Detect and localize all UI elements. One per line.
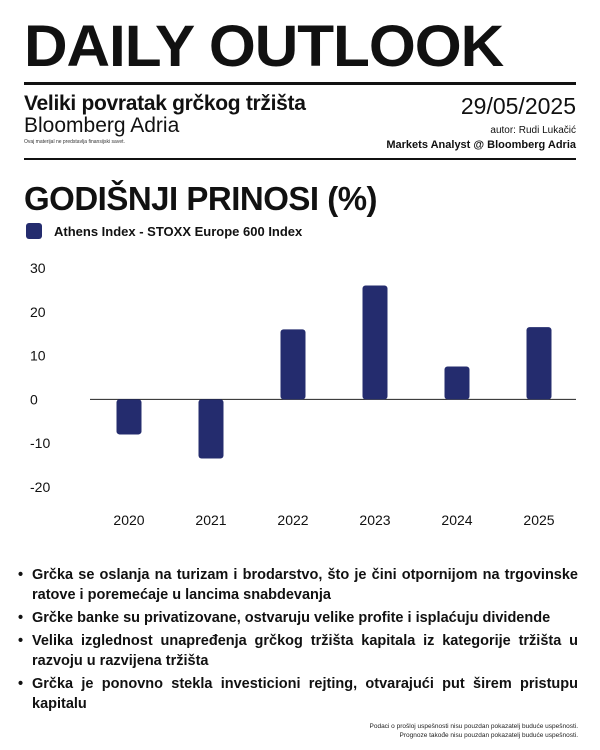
x-tick-label: 2023 [359,512,390,528]
bar-2024 [444,366,470,400]
chart-legend: Athens Index - STOXX Europe 600 Index [26,223,302,239]
legend-swatch [26,223,42,239]
key-point: Velika izglednost unapređenja grčkog trž… [18,631,578,671]
key-points-list: Grčka se oslanja na turizam i brodarstvo… [18,565,578,717]
bar-chart: 30 20 10 0 -10 -20 2020 2021 2022 2023 2024 2025 [30,260,576,528]
bar-2023 [362,285,388,400]
bar-2021 [198,399,224,459]
key-point: Grčka se oslanja na turizam i brodarstvo… [18,565,578,605]
author-line: autor: Rudi Lukačić [490,125,576,136]
footer-line: Prognoze takođe nisu pouzdan pokazatelj … [399,732,578,739]
bar-2022 [280,329,306,400]
section-divider [24,158,576,160]
bar-2025 [526,327,552,400]
small-disclaimer: Ovaj materijal ne predstavlja finansijsk… [24,139,125,145]
bar-2020 [116,399,142,435]
brand-name: Bloomberg Adria [24,114,180,137]
x-tick-label: 2024 [441,512,472,528]
header-divider [24,82,576,85]
report-date: 29/05/2025 [460,93,576,119]
y-tick-label: -20 [30,479,50,495]
y-tick-label: 10 [30,348,46,364]
footer-disclaimer: Podaci o prošloj uspešnosti nisu pouzdan… [370,722,579,740]
key-point: Grčka je ponovno stekla investicioni rej… [18,674,578,714]
y-tick-label: 0 [30,391,38,407]
y-tick-label: -10 [30,435,50,451]
x-tick-label: 2025 [523,512,554,528]
x-tick-label: 2021 [195,512,226,528]
y-tick-label: 20 [30,304,46,320]
footer-line: Podaci o prošloj uspešnosti nisu pouzdan… [369,723,579,730]
legend-label: Athens Index - STOXX Europe 600 Index [54,223,303,239]
x-tick-label: 2022 [277,512,308,528]
masthead-title: DAILY OUTLOOK [24,14,504,79]
analyst-line: Markets Analyst @ Bloomberg Adria [386,139,576,151]
key-point: Grčke banke su privatizovane, ostvaruju … [18,608,578,628]
chart-title: GODIŠNJI PRINOSI (%) [24,180,378,217]
y-tick-label: 30 [30,260,46,276]
report-subtitle: Veliki povratak grčkog tržišta [24,92,306,115]
x-tick-label: 2020 [113,512,144,528]
